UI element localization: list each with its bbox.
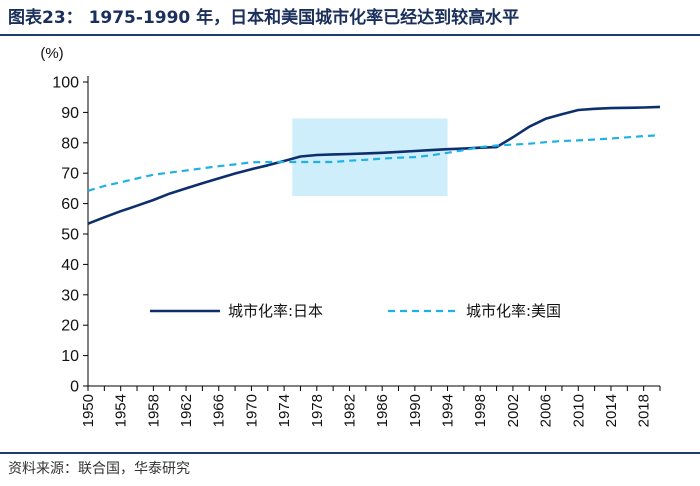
- legend-label-usa: 城市化率:美国: [466, 302, 561, 320]
- x-tick-label: 2010: [570, 394, 587, 427]
- x-tick-label: 2014: [603, 394, 620, 427]
- y-tick-label: 0: [70, 379, 79, 396]
- x-tick-label: 1970: [243, 394, 260, 427]
- y-tick-label: 30: [61, 287, 79, 304]
- x-tick-label: 1950: [80, 394, 97, 427]
- y-tick-label: 20: [61, 318, 79, 335]
- y-tick-label: 40: [61, 257, 79, 274]
- x-tick-label: 1954: [113, 394, 130, 427]
- x-tick-label: 2018: [636, 394, 653, 427]
- y-tick-label: 90: [61, 105, 79, 122]
- x-tick-label: 1958: [145, 394, 162, 427]
- title-divider: [0, 34, 700, 36]
- y-axis-unit-label: (%): [40, 45, 63, 62]
- x-tick-label: 1986: [374, 394, 391, 427]
- y-tick-label: 10: [61, 348, 79, 365]
- y-tick-label: 100: [52, 75, 79, 92]
- y-tick-label: 80: [61, 135, 79, 152]
- x-tick-label: 1974: [276, 394, 293, 427]
- x-tick-label: 1994: [440, 394, 457, 427]
- x-tick-label: 1998: [472, 394, 489, 427]
- legend-label-japan: 城市化率:日本: [228, 302, 323, 320]
- y-tick-label: 50: [61, 227, 79, 244]
- source-note: 资料来源：联合国，华泰研究: [8, 461, 190, 477]
- footer-divider: [0, 452, 700, 454]
- y-tick-label: 60: [61, 196, 79, 213]
- x-tick-label: 1962: [178, 394, 195, 427]
- x-tick-label: 2002: [505, 394, 522, 427]
- series-line-japan: [87, 105, 661, 225]
- figure-title: 图表23： 1975-1990 年，日本和美国城市化率已经达到较高水平: [8, 8, 520, 28]
- x-tick-label: 1990: [407, 394, 424, 427]
- series-line-usa: [87, 134, 661, 192]
- highlight-band: [292, 118, 448, 196]
- y-tick-label: 70: [61, 166, 79, 183]
- x-tick-label: 1978: [309, 394, 326, 427]
- x-tick-label: 2006: [538, 394, 555, 427]
- x-tick-label: 1966: [211, 394, 228, 427]
- x-tick-label: 1982: [341, 394, 358, 427]
